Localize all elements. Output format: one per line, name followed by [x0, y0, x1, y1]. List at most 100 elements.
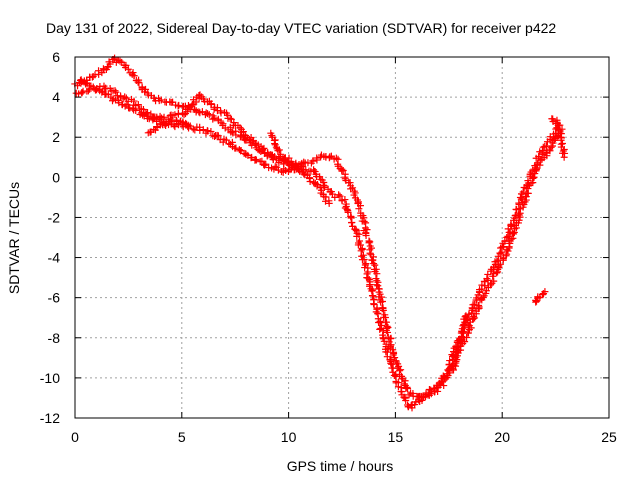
data-point-marker [443, 370, 451, 378]
data-point-marker [360, 255, 368, 263]
data-point-marker [539, 143, 547, 151]
data-point-marker [207, 100, 215, 108]
data-point-marker [150, 114, 158, 122]
data-point-marker [198, 108, 206, 116]
data-point-marker [226, 114, 234, 122]
data-point-marker [378, 321, 386, 329]
data-point-marker [504, 247, 512, 255]
data-point-marker [356, 202, 364, 210]
data-point-marker [542, 142, 550, 150]
data-point-marker [459, 328, 467, 336]
data-point-marker [111, 87, 119, 95]
data-point-marker [300, 170, 308, 178]
data-point-marker [284, 158, 292, 166]
data-point-marker [484, 270, 492, 278]
data-point-marker [496, 250, 504, 258]
data-point-marker [210, 114, 218, 122]
data-point-marker [490, 277, 498, 285]
data-point-marker [344, 208, 352, 216]
data-point-marker [132, 106, 140, 114]
data-point-marker [390, 371, 398, 379]
data-point-marker [76, 76, 84, 84]
data-point-marker [274, 147, 282, 155]
data-point-marker [497, 244, 505, 252]
data-point-marker [341, 196, 349, 204]
data-point-marker [280, 156, 288, 164]
data-point-marker [388, 364, 396, 372]
data-point-marker [156, 112, 164, 120]
y-tick-label: -12 [40, 410, 60, 426]
y-tick-label: 2 [52, 129, 60, 145]
data-point-marker [135, 79, 143, 87]
data-point-marker [364, 274, 372, 282]
data-point-marker [160, 113, 168, 121]
data-point-marker [313, 154, 321, 162]
data-point-marker [260, 144, 268, 152]
data-point-marker [437, 378, 445, 386]
data-point-marker [115, 99, 123, 107]
data-point-marker [358, 245, 366, 253]
x-axis-title: GPS time / hours [287, 458, 394, 474]
data-point-marker [281, 154, 289, 162]
data-point-marker [451, 351, 459, 359]
data-point-marker [397, 388, 405, 396]
data-point-marker [339, 167, 347, 175]
data-point-marker [82, 80, 90, 88]
y-tick-label: -4 [48, 250, 61, 266]
y-axis-title: SDTVAR / TECUs [6, 182, 22, 294]
data-point-marker [106, 60, 114, 68]
data-point-marker [196, 126, 204, 134]
data-point-marker [462, 312, 470, 320]
data-point-marker [405, 391, 413, 399]
data-point-marker [111, 54, 119, 62]
data-point-marker [84, 87, 92, 95]
data-point-marker [404, 384, 412, 392]
data-point-marker [359, 251, 367, 259]
data-point-marker [236, 124, 244, 132]
data-point-marker [374, 282, 382, 290]
data-point-marker [547, 143, 555, 151]
data-point-marker [232, 144, 240, 152]
data-point-marker [470, 300, 478, 308]
x-tick-label: 5 [178, 429, 186, 445]
data-point-marker [138, 84, 146, 92]
data-point-marker [306, 178, 314, 186]
data-point-marker [129, 69, 137, 77]
x-tick-label: 10 [281, 429, 297, 445]
y-tick-label: 0 [52, 169, 60, 185]
grid-lines [75, 57, 609, 418]
data-point-marker [454, 342, 462, 350]
data-point-marker [503, 233, 511, 241]
x-tick-label: 15 [388, 429, 404, 445]
data-point-marker [365, 239, 373, 247]
data-point-marker [558, 139, 566, 147]
y-tick-label: -10 [40, 370, 60, 386]
data-point-marker [483, 275, 491, 283]
data-point-marker [384, 328, 392, 336]
data-point-marker [313, 182, 321, 190]
data-point-marker [560, 153, 568, 161]
data-point-marker [440, 382, 448, 390]
data-points [71, 54, 569, 412]
data-point-marker [214, 132, 222, 140]
y-tick-label: 6 [52, 49, 60, 65]
data-point-marker [326, 153, 334, 161]
data-point-marker [379, 327, 387, 335]
data-point-marker [134, 78, 142, 86]
data-point-marker [348, 219, 356, 227]
data-point-marker [391, 354, 399, 362]
data-point-marker [274, 166, 282, 174]
data-point-marker [533, 297, 541, 305]
data-point-marker [409, 390, 417, 398]
data-point-marker [534, 159, 542, 167]
data-point-marker [379, 334, 387, 342]
data-point-marker [530, 173, 538, 181]
data-point-marker [535, 152, 543, 160]
data-point-marker [457, 333, 465, 341]
data-point-marker [217, 107, 225, 115]
data-point-marker [538, 147, 546, 155]
data-point-marker [362, 232, 370, 240]
data-point-marker [493, 269, 501, 277]
